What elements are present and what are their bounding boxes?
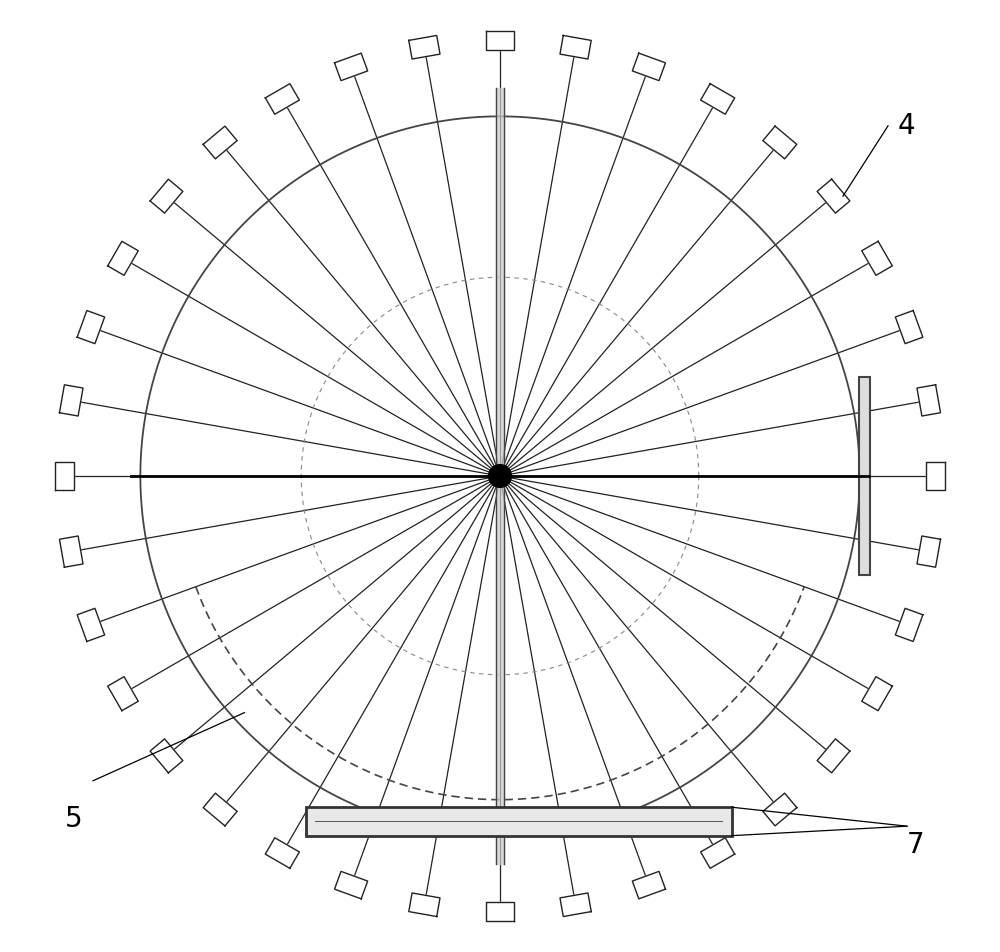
Polygon shape	[486, 31, 514, 50]
Polygon shape	[150, 739, 183, 773]
Bar	[859, 377, 870, 575]
Polygon shape	[77, 310, 105, 344]
Polygon shape	[701, 838, 735, 868]
Polygon shape	[632, 53, 665, 81]
Polygon shape	[59, 536, 83, 567]
Text: 5: 5	[65, 804, 82, 833]
Polygon shape	[926, 462, 945, 490]
Circle shape	[489, 465, 511, 487]
Polygon shape	[77, 608, 105, 642]
Text: 7: 7	[907, 831, 925, 859]
Polygon shape	[817, 739, 850, 773]
Polygon shape	[862, 241, 892, 275]
Polygon shape	[817, 179, 850, 213]
Polygon shape	[265, 84, 299, 114]
Polygon shape	[632, 871, 665, 899]
Polygon shape	[150, 179, 183, 213]
Polygon shape	[763, 126, 797, 159]
Polygon shape	[895, 608, 923, 642]
Polygon shape	[55, 462, 74, 490]
Polygon shape	[862, 677, 892, 711]
Polygon shape	[701, 84, 735, 114]
Polygon shape	[763, 793, 797, 826]
Polygon shape	[409, 893, 440, 917]
Polygon shape	[917, 385, 941, 416]
Polygon shape	[335, 871, 368, 899]
Polygon shape	[486, 902, 514, 921]
Polygon shape	[895, 310, 923, 344]
Polygon shape	[560, 35, 591, 59]
Polygon shape	[203, 793, 237, 826]
Polygon shape	[917, 536, 941, 567]
Text: 4: 4	[898, 111, 915, 140]
Bar	[306, 807, 732, 836]
Polygon shape	[409, 35, 440, 59]
Polygon shape	[203, 126, 237, 159]
Polygon shape	[265, 838, 299, 868]
Polygon shape	[108, 677, 138, 711]
Polygon shape	[560, 893, 591, 917]
Polygon shape	[335, 53, 368, 81]
Polygon shape	[108, 241, 138, 275]
Polygon shape	[59, 385, 83, 416]
